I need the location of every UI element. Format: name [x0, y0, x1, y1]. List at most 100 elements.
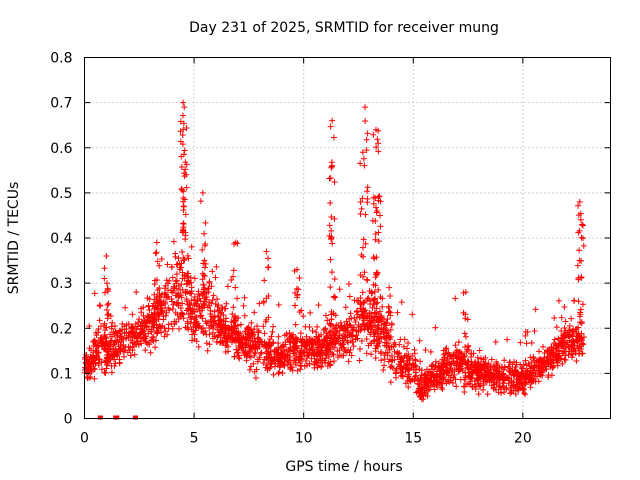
data-point — [145, 302, 152, 309]
data-point — [428, 363, 435, 370]
data-point — [478, 373, 485, 380]
zero-marker — [134, 415, 139, 420]
data-point — [568, 342, 575, 349]
data-point — [347, 310, 354, 317]
data-point — [480, 386, 487, 393]
data-point — [141, 334, 148, 341]
data-point — [373, 342, 380, 349]
data-point — [232, 284, 239, 291]
data-point — [246, 344, 253, 351]
data-point — [527, 378, 534, 385]
data-point — [177, 128, 184, 135]
data-point — [181, 256, 188, 263]
data-point — [142, 338, 149, 345]
data-point — [566, 337, 573, 344]
data-point — [183, 184, 190, 191]
data-point — [188, 243, 195, 250]
chart-title: Day 231 of 2025, SRMTID for receiver mun… — [189, 20, 499, 36]
data-point — [373, 204, 380, 211]
data-point — [412, 357, 419, 364]
data-point — [165, 293, 172, 300]
data-point — [477, 380, 484, 387]
data-point — [166, 277, 173, 284]
data-point — [209, 268, 216, 275]
data-point — [343, 318, 350, 325]
data-point — [241, 312, 248, 319]
data-point — [203, 340, 210, 347]
data-point — [176, 325, 183, 332]
data-point — [368, 340, 375, 347]
data-point — [452, 295, 459, 302]
data-point — [462, 333, 469, 340]
data-point — [232, 322, 239, 329]
data-point — [372, 348, 379, 355]
data-point — [367, 298, 374, 305]
data-point — [142, 347, 149, 354]
data-point — [375, 229, 382, 236]
data-point — [287, 357, 294, 364]
data-point — [357, 210, 364, 217]
data-point — [535, 368, 542, 375]
data-point — [161, 333, 168, 340]
data-point — [300, 313, 307, 320]
data-point — [92, 338, 99, 345]
data-point — [137, 325, 144, 332]
data-point — [473, 383, 480, 390]
data-point — [363, 350, 370, 357]
data-point — [96, 356, 103, 363]
data-point — [360, 253, 367, 260]
data-point — [372, 310, 379, 317]
data-point — [252, 344, 259, 351]
data-point — [577, 306, 584, 313]
data-point — [129, 347, 136, 354]
data-point — [154, 258, 161, 265]
data-point — [231, 240, 238, 247]
data-point — [358, 300, 365, 307]
data-point — [562, 318, 569, 325]
data-point — [360, 155, 367, 162]
data-point — [443, 361, 450, 368]
data-point — [364, 313, 371, 320]
data-point — [132, 321, 139, 328]
data-point — [221, 323, 228, 330]
data-point — [363, 136, 370, 143]
data-point — [361, 299, 368, 306]
data-point — [219, 305, 226, 312]
data-point — [185, 326, 192, 333]
data-point — [342, 304, 349, 311]
data-point — [393, 367, 400, 374]
data-point — [277, 359, 284, 366]
data-point — [379, 303, 386, 310]
data-point — [358, 205, 365, 212]
data-point — [144, 295, 151, 302]
data-point — [359, 244, 366, 251]
data-point — [307, 309, 314, 316]
data-point — [539, 372, 546, 379]
data-point — [182, 288, 189, 295]
data-point — [165, 287, 172, 294]
data-point — [475, 359, 482, 366]
data-point — [151, 309, 158, 316]
data-point — [446, 378, 453, 385]
data-point — [521, 390, 528, 397]
data-point — [193, 338, 200, 345]
data-point — [371, 255, 378, 262]
data-point — [88, 359, 95, 366]
data-point — [307, 336, 314, 343]
data-point — [333, 328, 340, 335]
data-point — [520, 386, 527, 393]
data-point — [169, 306, 176, 313]
data-point — [545, 372, 552, 379]
data-point — [267, 348, 274, 355]
data-point — [206, 331, 213, 338]
data-point — [332, 324, 339, 331]
data-point — [315, 302, 322, 309]
data-point — [107, 343, 114, 350]
data-point — [182, 211, 189, 218]
data-point — [452, 376, 459, 383]
data-point — [485, 360, 492, 367]
data-point — [473, 363, 480, 370]
data-point — [573, 357, 580, 364]
data-point — [543, 366, 550, 373]
data-point — [287, 364, 294, 371]
